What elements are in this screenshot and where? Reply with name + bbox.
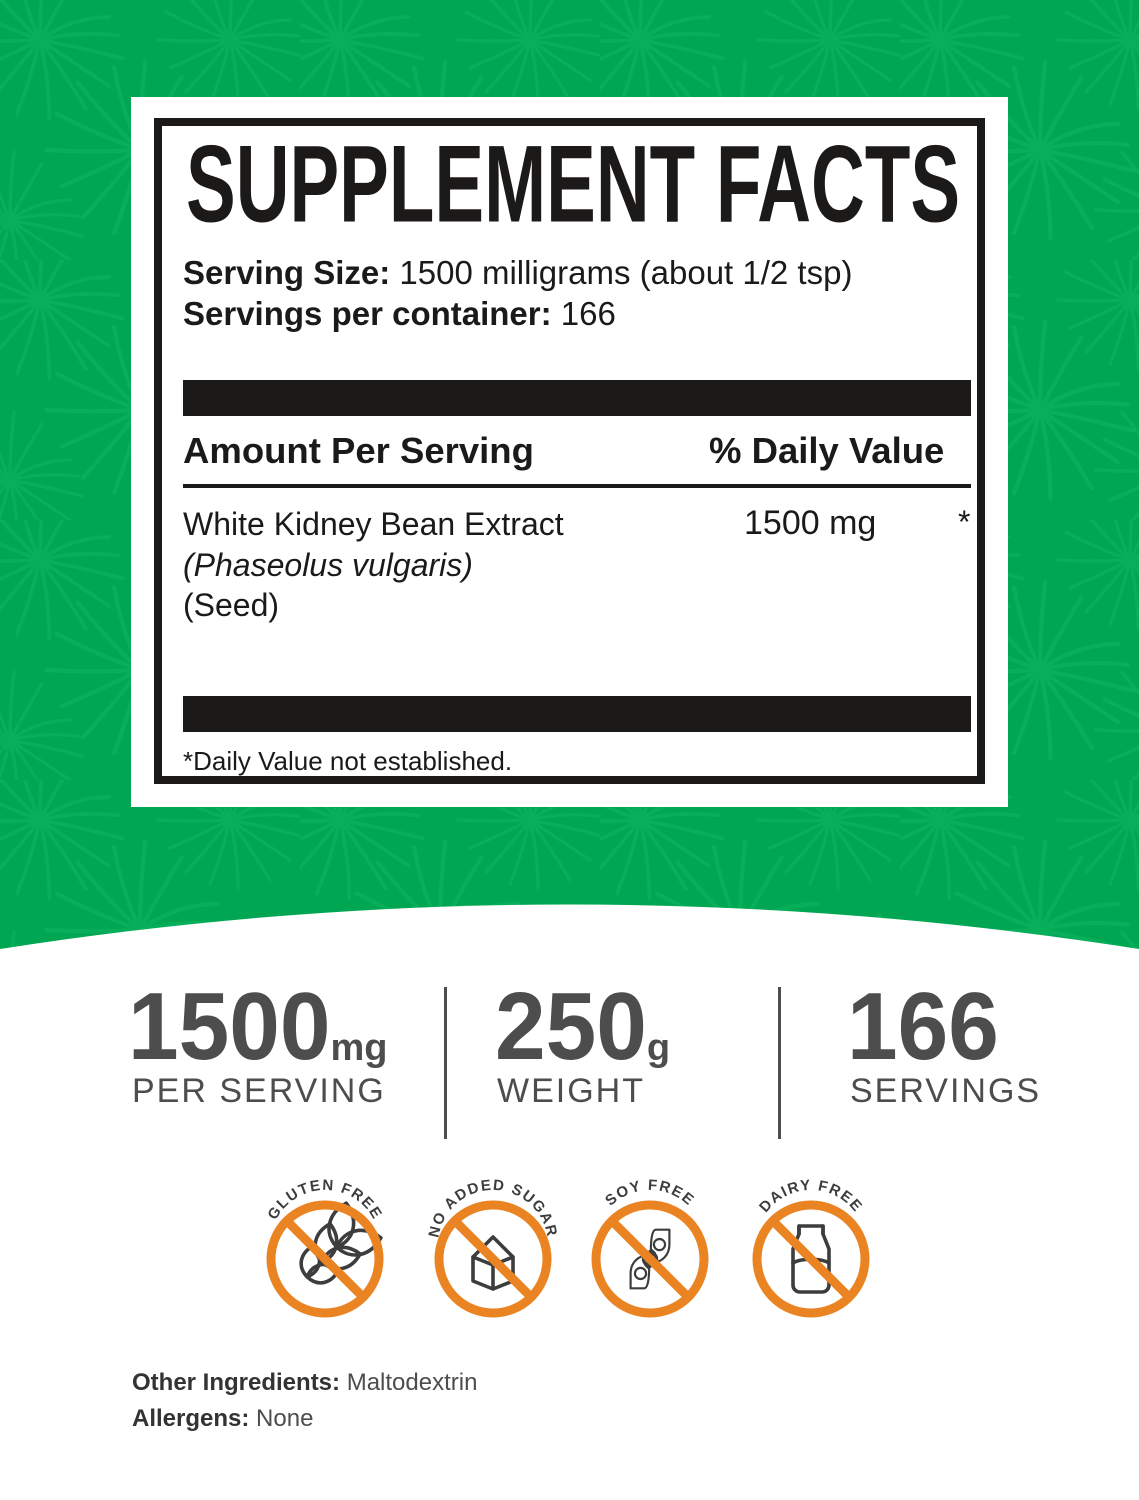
svg-text:GLUTEN FREE: GLUTEN FREE [264,1177,385,1223]
svg-text:DAIRY FREE: DAIRY FREE [756,1177,866,1216]
